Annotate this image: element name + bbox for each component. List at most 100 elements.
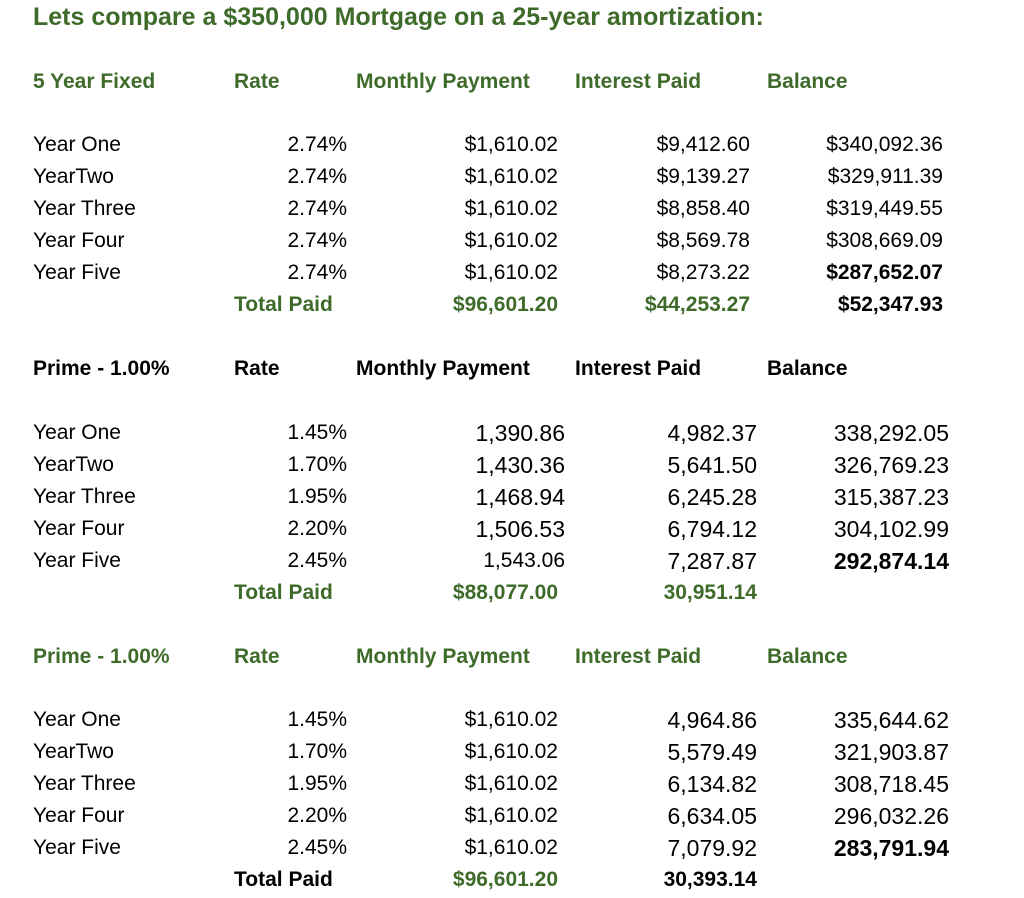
year-label: Year Three	[33, 485, 136, 508]
total-paid-label: Total Paid	[234, 293, 333, 316]
year-label: Year One	[33, 421, 121, 444]
monthly-payment-value: $1,610.02	[464, 836, 558, 859]
table-row: YearTwo 1.70% $1,610.02 5,579.49 321,903…	[0, 736, 1024, 768]
year-label: YearTwo	[33, 165, 114, 188]
balance-value: 304,102.99	[833, 516, 949, 542]
table-row: Year One 1.45% $1,610.02 4,964.86 335,64…	[0, 704, 1024, 736]
table-row: Year Five 2.45% $1,610.02 7,079.92 283,7…	[0, 832, 1024, 864]
year-label: Year Five	[33, 836, 121, 859]
rate-value: 2.45%	[287, 549, 347, 572]
year-label: Year Four	[33, 517, 125, 540]
table-row: Year Four 2.20% 1,506.53 6,794.12 304,10…	[0, 513, 1024, 545]
table-row: Year Three 2.74% $1,610.02 $8,858.40 $31…	[0, 193, 1024, 225]
balance-value: 296,032.26	[833, 803, 949, 829]
monthly-payment-value: $1,610.02	[464, 229, 558, 252]
balance-value: $329,911.39	[827, 165, 943, 188]
page-title: Lets compare a $350,000 Mortgage on a 25…	[33, 3, 764, 31]
interest-paid-value: $9,412.60	[656, 133, 750, 156]
total-monthly-payment: $96,601.20	[452, 293, 558, 316]
total-paid-label: Total Paid	[234, 581, 333, 604]
rate-value: 2.74%	[287, 261, 347, 284]
table-row: YearTwo 1.70% 1,430.36 5,641.50 326,769.…	[0, 449, 1024, 481]
monthly-payment-value: $1,610.02	[464, 261, 558, 284]
monthly-payment-value: 1,506.53	[475, 516, 565, 542]
year-label: Year Three	[33, 772, 136, 795]
year-label: Year Four	[33, 229, 125, 252]
table-row: Year One 1.45% 1,390.86 4,982.37 338,292…	[0, 417, 1024, 449]
interest-paid-value: 5,641.50	[667, 452, 757, 478]
interest-paid-value: 4,982.37	[667, 420, 757, 446]
balance-value: 315,387.23	[833, 484, 949, 510]
balance-header: Balance	[767, 357, 848, 380]
monthly-payment-value: $1,610.02	[464, 804, 558, 827]
total-monthly-payment: $96,601.20	[452, 868, 558, 891]
rate-value: 2.74%	[287, 229, 347, 252]
balance-header: Balance	[767, 70, 848, 93]
table-row: Year Four 2.20% $1,610.02 6,634.05 296,0…	[0, 800, 1024, 832]
balance-value: 321,903.87	[833, 739, 949, 765]
monthly-payment-header: Monthly Payment	[356, 357, 530, 380]
monthly-payment-value: $1,610.02	[464, 772, 558, 795]
final-balance-value: 292,874.14	[833, 548, 949, 574]
year-label: Year Four	[33, 804, 125, 827]
interest-paid-value: 4,964.86	[667, 707, 757, 733]
monthly-payment-value: 1,468.94	[475, 484, 565, 510]
total-balance: $52,347.93	[837, 293, 943, 316]
total-paid-label: Total Paid	[234, 868, 333, 891]
rate-value: 1.45%	[287, 421, 347, 444]
balance-value: 335,644.62	[833, 707, 949, 733]
interest-paid-value: 7,287.87	[667, 548, 757, 574]
total-row: Total Paid $88,077.00 30,951.14	[0, 577, 1024, 609]
section-label: 5 Year Fixed	[33, 70, 156, 93]
rate-value: 2.20%	[287, 804, 347, 827]
total-monthly-payment: $88,077.00	[452, 581, 558, 604]
table-row: Year Four 2.74% $1,610.02 $8,569.78 $308…	[0, 225, 1024, 257]
total-interest-paid: 30,951.14	[663, 581, 757, 604]
year-label: YearTwo	[33, 740, 114, 763]
year-label: Year One	[33, 708, 121, 731]
rate-value: 2.74%	[287, 133, 347, 156]
interest-paid-header: Interest Paid	[575, 357, 702, 380]
rate-value: 1.95%	[287, 485, 347, 508]
balance-value: 308,718.45	[833, 771, 949, 797]
interest-paid-value: 6,245.28	[667, 484, 757, 510]
interest-paid-value: $8,858.40	[656, 197, 750, 220]
rate-value: 1.70%	[287, 453, 347, 476]
table-row: Year Five 2.74% $1,610.02 $8,273.22 $287…	[0, 257, 1024, 289]
rate-value: 1.45%	[287, 708, 347, 731]
rate-value: 2.74%	[287, 165, 347, 188]
year-label: Year Five	[33, 549, 121, 572]
monthly-payment-value: $1,610.02	[464, 708, 558, 731]
rate-value: 2.45%	[287, 836, 347, 859]
monthly-payment-header: Monthly Payment	[356, 70, 530, 93]
balance-value: $308,669.09	[826, 229, 943, 252]
monthly-payment-value: 1,543.06	[483, 549, 565, 572]
total-row: Total Paid $96,601.20 30,393.14	[0, 864, 1024, 896]
balance-value: 326,769.23	[833, 452, 949, 478]
balance-value: $319,449.55	[826, 197, 943, 220]
interest-paid-value: $8,273.22	[656, 261, 750, 284]
table-row: Year One 2.74% $1,610.02 $9,412.60 $340,…	[0, 129, 1024, 161]
final-balance-value: $287,652.07	[826, 261, 943, 284]
monthly-payment-value: $1,610.02	[464, 133, 558, 156]
section-label: Prime - 1.00%	[33, 357, 170, 380]
interest-paid-value: 5,579.49	[667, 739, 757, 765]
total-interest-paid: 30,393.14	[663, 868, 757, 891]
balance-value: 338,292.05	[833, 420, 949, 446]
interest-paid-value: 6,634.05	[667, 803, 757, 829]
interest-paid-value: 6,794.12	[667, 516, 757, 542]
monthly-payment-value: $1,610.02	[464, 740, 558, 763]
monthly-payment-value: 1,430.36	[475, 452, 565, 478]
interest-paid-value: $9,139.27	[656, 165, 750, 188]
table-row: Year Three 1.95% 1,468.94 6,245.28 315,3…	[0, 481, 1024, 513]
rate-value: 2.20%	[287, 517, 347, 540]
interest-paid-value: $8,569.78	[656, 229, 750, 252]
interest-paid-header: Interest Paid	[575, 645, 702, 668]
monthly-payment-value: $1,610.02	[464, 165, 558, 188]
balance-header: Balance	[767, 645, 848, 668]
monthly-payment-value: 1,390.86	[475, 420, 565, 446]
balance-value: $340,092.36	[826, 133, 943, 156]
table-row: YearTwo 2.74% $1,610.02 $9,139.27 $329,9…	[0, 161, 1024, 193]
rate-header: Rate	[234, 357, 280, 380]
interest-paid-header: Interest Paid	[575, 70, 702, 93]
